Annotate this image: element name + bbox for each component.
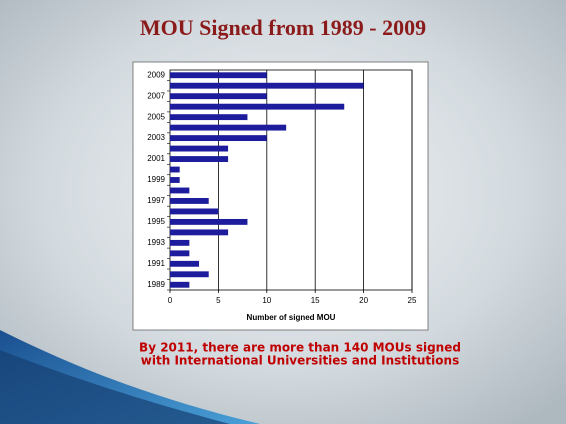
bar — [170, 93, 267, 99]
x-tick-label: 25 — [408, 296, 417, 305]
y-tick-label: 2009 — [147, 70, 165, 79]
x-axis-label: Number of signed MOU — [247, 313, 336, 322]
y-tick-label: 1991 — [147, 259, 165, 268]
y-tick-label: 1999 — [147, 175, 165, 184]
y-tick-label: 1997 — [147, 196, 165, 205]
bar — [170, 72, 267, 78]
slide-title: MOU Signed from 1989 - 2009 — [140, 15, 426, 40]
y-tick-label: 1993 — [147, 238, 165, 247]
slide: MOU Signed from 1989 - 2009 0 5 10 15 20 25 Nu… — [0, 0, 566, 424]
bar — [170, 146, 228, 152]
bar — [170, 240, 189, 246]
bar — [170, 271, 209, 277]
x-tick-label: 5 — [216, 296, 221, 305]
bar — [170, 219, 247, 225]
bar — [170, 83, 364, 89]
bar — [170, 104, 344, 110]
x-tick-label: 10 — [262, 296, 271, 305]
bar — [170, 135, 267, 141]
bar — [170, 250, 189, 256]
x-tick-label: 15 — [311, 296, 320, 305]
bar — [170, 156, 228, 162]
bar — [170, 114, 247, 120]
y-tick-label: 1989 — [147, 280, 165, 289]
y-tick-label: 2007 — [147, 91, 165, 100]
bar — [170, 229, 228, 235]
y-tick-label: 1995 — [147, 217, 165, 226]
y-tick-label: 2003 — [147, 133, 165, 142]
bar — [170, 282, 189, 288]
y-tick-label: 2005 — [147, 112, 165, 121]
bar — [170, 188, 189, 194]
x-tick-label: 0 — [168, 296, 173, 305]
x-tick-label: 20 — [359, 296, 368, 305]
y-tick-label: 2001 — [147, 154, 165, 163]
bar — [170, 261, 199, 267]
body-line: with International Universities and Inst… — [141, 354, 459, 368]
body-line: By 2011, there are more than 140 MOUs si… — [139, 341, 461, 355]
bar — [170, 167, 180, 173]
bar — [170, 125, 286, 131]
bar — [170, 177, 180, 183]
bar — [170, 208, 218, 214]
bar — [170, 198, 209, 204]
